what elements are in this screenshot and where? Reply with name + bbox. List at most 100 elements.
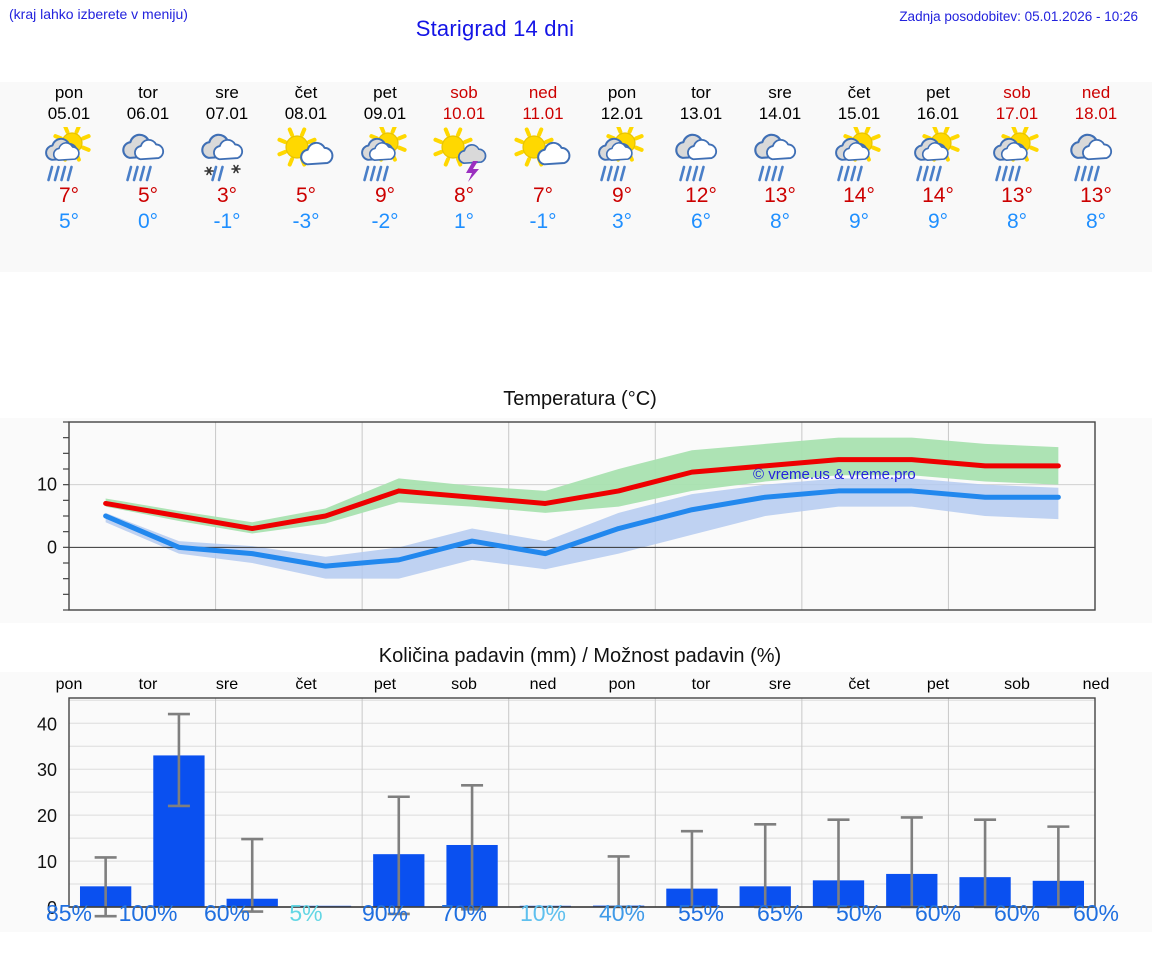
day-temp-max: 5°: [137, 184, 159, 207]
day-temp-max: 14°: [922, 184, 954, 207]
precip-probability-label: 85%: [45, 900, 93, 926]
day-date: 05.01: [47, 104, 91, 123]
day-name: tor: [691, 83, 711, 102]
day-column-9[interactable]: tor 13.01 12° 6°: [662, 82, 741, 235]
day-date: 09.01: [363, 104, 407, 123]
precip-probability-label: 60%: [993, 900, 1041, 926]
precip-ytick-label: 10: [37, 852, 57, 872]
precip-day-label: sob: [1004, 676, 1030, 693]
day-temp-min: 0°: [137, 210, 159, 233]
day-temp-min: 5°: [58, 210, 80, 233]
day-column-10[interactable]: sre 14.01 13° 8°: [741, 82, 820, 235]
day-date: 08.01: [284, 104, 328, 123]
day-name: pet: [926, 83, 950, 102]
precip-ytick-label: 0: [47, 898, 57, 918]
precip-day-label: čet: [848, 676, 870, 693]
day-date: 13.01: [679, 104, 723, 123]
cloud-rain-icon: [741, 127, 820, 183]
temp-ytick-label: 0: [47, 537, 57, 557]
day-name: sob: [1003, 83, 1031, 102]
precip-ytick-label: 30: [37, 760, 57, 780]
precip-day-label: čet: [295, 676, 317, 693]
precipitation-chart-title: Količina padavin (mm) / Možnost padavin …: [378, 645, 782, 667]
precip-day-label: pon: [55, 676, 83, 693]
page-header: (kraj lahko izberete v meniju) Starigrad…: [0, 0, 1152, 42]
sun-cloud-rain-icon: [30, 127, 109, 183]
day-name: sob: [450, 83, 478, 102]
daily-forecast-strip: pon 05.01 7° 5° tor 06.01 5° 0° sre 07.01 3° -1° čet…: [0, 82, 1152, 272]
day-column-3[interactable]: sre 07.01 3° -1°: [188, 82, 267, 235]
day-temp-max: 3°: [216, 184, 238, 207]
day-temp-max: 13°: [1080, 184, 1112, 207]
day-column-5[interactable]: pet 09.01 9° -2°: [346, 82, 425, 235]
temperature-plot-area: 0 10: [0, 418, 1152, 623]
day-column-11[interactable]: čet 15.01 14° 9°: [820, 82, 899, 235]
temperature-chart-svg: 0 10: [37, 421, 1096, 611]
day-date: 12.01: [600, 104, 644, 123]
day-temp-min: 3°: [611, 210, 633, 233]
day-column-2[interactable]: tor 06.01 5° 0°: [109, 82, 188, 235]
day-name: ned: [528, 83, 558, 102]
precip-probability-label: 40%: [598, 900, 646, 926]
day-temp-max: 12°: [685, 184, 717, 207]
temperature-chart-title: Temperatura (°C): [503, 388, 657, 410]
day-name: tor: [138, 83, 158, 102]
last-update-text: Zadnja posodobitev: 05.01.2026 - 10:26: [899, 9, 1138, 24]
precip-day-label: pon: [608, 676, 636, 693]
day-temp-max: 7°: [532, 184, 554, 207]
day-temp-min: 9°: [927, 210, 949, 233]
precipitation-chart-panel: 0 10 20 30 40 pon tor sre čet pet sob ned pon tor sre…: [0, 672, 1152, 932]
precip-probability-label: 60%: [1072, 900, 1120, 926]
day-name: čet: [294, 83, 318, 102]
day-temp-min: -3°: [292, 210, 320, 233]
precip-day-label: pet: [926, 676, 950, 693]
day-name: sre: [215, 83, 239, 102]
day-column-14[interactable]: ned 18.01 13° 8°: [1057, 82, 1136, 235]
precip-day-label: ned: [1082, 676, 1110, 693]
day-name: pon: [607, 83, 637, 102]
day-name: ned: [1081, 83, 1111, 102]
day-date: 17.01: [995, 104, 1039, 123]
precip-day-label: tor: [691, 676, 711, 693]
cloud-sleet-icon: [188, 127, 267, 183]
sun-cloud-icon: [504, 127, 583, 183]
day-date: 18.01: [1074, 104, 1118, 123]
day-temp-min: -1°: [529, 210, 557, 233]
day-date: 10.01: [442, 104, 486, 123]
sun-cloud-rain-icon: [820, 127, 899, 183]
precip-probability-label: 60%: [914, 900, 962, 926]
day-column-13[interactable]: sob 17.01 13° 8°: [978, 82, 1057, 235]
day-temp-max: 5°: [295, 184, 317, 207]
precip-day-label: ned: [529, 676, 557, 693]
day-temp-min: 8°: [1006, 210, 1028, 233]
precip-probability-label: 10%: [519, 900, 567, 926]
day-name: sre: [768, 83, 792, 102]
day-name: čet: [847, 83, 871, 102]
day-column-12[interactable]: pet 16.01 14° 9°: [899, 82, 978, 235]
sun-cloud-rain-icon: [899, 127, 978, 183]
day-column-7[interactable]: ned 11.01 7° -1°: [504, 82, 583, 235]
day-temp-min: -2°: [371, 210, 399, 233]
sun-cloud-rain-icon: [346, 127, 425, 183]
day-name: pon: [54, 83, 84, 102]
page-title: Starigrad 14 dni: [415, 16, 575, 41]
day-temp-max: 14°: [843, 184, 875, 207]
sun-cloud-rain-icon: [583, 127, 662, 183]
day-date: 14.01: [758, 104, 802, 123]
day-column-1[interactable]: pon 05.01 7° 5°: [30, 82, 109, 235]
day-column-6[interactable]: sob 10.01 8° 1°: [425, 82, 504, 235]
cloud-rain-icon: [662, 127, 741, 183]
day-temp-max: 9°: [611, 184, 633, 207]
day-column-4[interactable]: čet 08.01 5° -3°: [267, 82, 346, 235]
precip-day-label: pet: [373, 676, 397, 693]
precip-probability-label: 65%: [756, 900, 804, 926]
day-temp-min: 8°: [769, 210, 791, 233]
day-temp-max: 13°: [1001, 184, 1033, 207]
day-date: 06.01: [126, 104, 170, 123]
day-date: 11.01: [522, 104, 564, 123]
day-name: pet: [373, 83, 397, 102]
day-column-8[interactable]: pon 12.01 9° 3°: [583, 82, 662, 235]
temp-ytick-label: 10: [37, 475, 57, 495]
precip-probability-label: 100%: [118, 900, 178, 926]
precip-day-label: tor: [138, 676, 158, 693]
